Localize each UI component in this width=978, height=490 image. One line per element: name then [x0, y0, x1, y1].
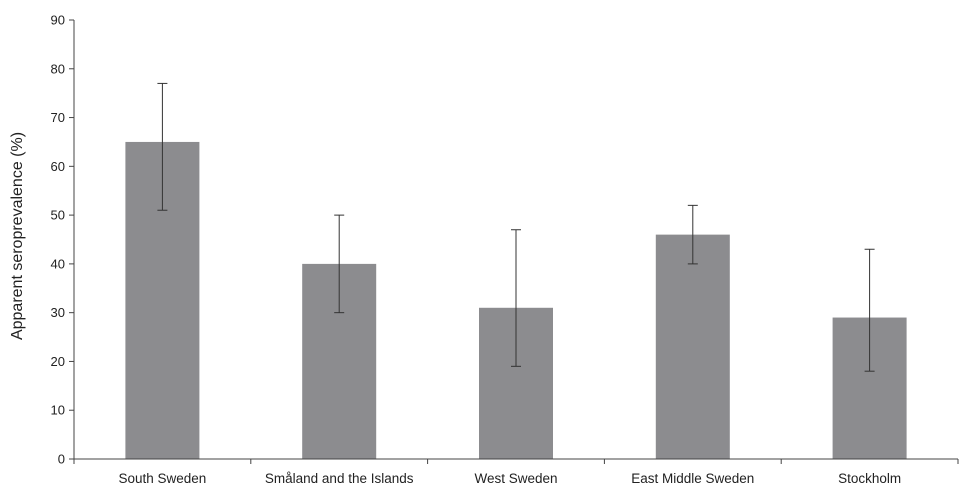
y-tick-label: 90 [51, 13, 65, 28]
y-tick-label: 50 [51, 208, 65, 223]
y-tick-label: 80 [51, 61, 65, 76]
error-bars [157, 82, 875, 372]
x-tick-label: West Sweden [474, 471, 557, 486]
bar [655, 234, 730, 459]
y-tick-label: 40 [51, 256, 65, 271]
y-tick-label: 0 [58, 452, 65, 467]
y-tick-label: 10 [51, 403, 65, 418]
x-tick-label: Stockholm [838, 471, 901, 486]
y-axis: 0 10 20 30 40 50 60 70 80 90 [51, 13, 75, 467]
x-tick-label: Småland and the Islands [265, 471, 414, 486]
x-tick-label: South Sweden [118, 471, 206, 486]
y-tick-label: 30 [51, 305, 65, 320]
y-tick-label: 20 [51, 354, 65, 369]
y-axis-title: Apparent seroprevalence (%) [9, 132, 26, 340]
y-tick-label: 60 [51, 159, 65, 174]
x-axis: South Sweden Småland and the Islands West … [73, 458, 959, 486]
y-tick-label: 70 [51, 110, 65, 125]
bars [125, 141, 907, 459]
x-tick-label: East Middle Sweden [631, 471, 754, 486]
